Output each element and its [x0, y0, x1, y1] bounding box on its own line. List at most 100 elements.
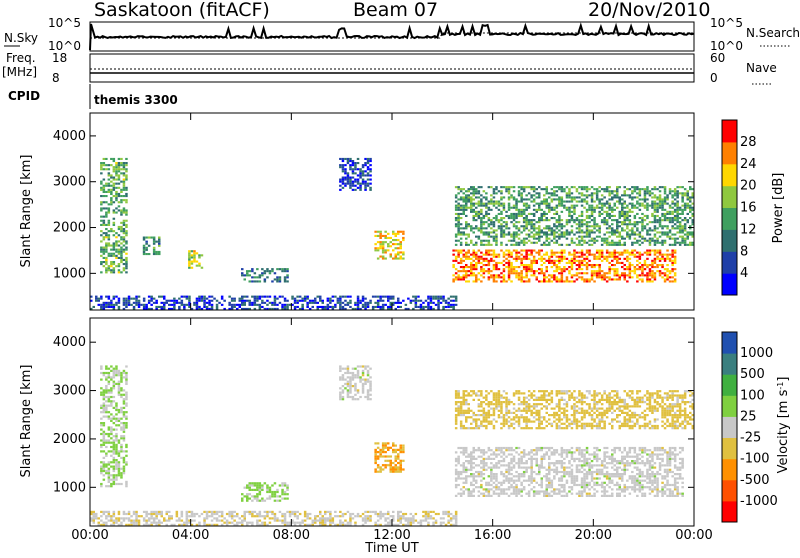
range-cell	[505, 469, 508, 471]
range-cell	[523, 225, 526, 227]
range-cell	[676, 203, 679, 205]
range-cell	[100, 387, 103, 389]
range-cell	[520, 462, 523, 464]
range-cell	[571, 280, 574, 282]
range-cell	[591, 213, 594, 215]
range-cell	[158, 245, 161, 247]
range-cell	[611, 219, 614, 221]
range-cell	[145, 247, 148, 249]
range-cell	[578, 484, 581, 486]
range-cell	[533, 262, 536, 264]
range-cell	[460, 276, 463, 278]
range-cell	[493, 201, 496, 203]
range-cell	[417, 296, 420, 298]
range-cell	[551, 484, 554, 486]
range-cell	[457, 227, 460, 229]
range-cell	[105, 409, 108, 411]
range-cell	[636, 482, 639, 484]
range-cell	[397, 466, 400, 468]
range-cell	[573, 234, 576, 236]
range-cell	[284, 276, 287, 278]
range-cell	[601, 240, 604, 242]
range-cell	[463, 477, 466, 479]
range-cell	[478, 490, 481, 492]
range-cell	[596, 460, 599, 462]
range-cell	[566, 207, 569, 209]
range-cell	[561, 211, 564, 213]
range-cell	[364, 183, 367, 185]
range-cell	[110, 181, 113, 183]
range-cell	[629, 274, 632, 276]
range-cell	[659, 490, 662, 492]
range-cell	[616, 268, 619, 270]
range-cell	[576, 475, 579, 477]
range-cell	[339, 164, 342, 166]
range-cell	[113, 446, 116, 448]
range-cell	[130, 298, 133, 300]
range-cell	[490, 467, 493, 469]
range-cell	[455, 278, 458, 280]
range-cell	[558, 488, 561, 490]
range-cell	[374, 449, 377, 451]
range-cell	[654, 278, 657, 280]
range-cell	[103, 372, 106, 374]
range-cell	[457, 217, 460, 219]
range-cell	[395, 460, 398, 462]
range-cell	[493, 490, 496, 492]
range-cell	[483, 217, 486, 219]
range-cell	[135, 298, 138, 300]
range-cell	[395, 233, 398, 235]
range-cell	[626, 207, 629, 209]
range-cell	[626, 453, 629, 455]
range-cell	[488, 449, 491, 451]
range-cell	[495, 236, 498, 238]
range-cell	[495, 240, 498, 242]
range-cell	[598, 264, 601, 266]
range-cell	[108, 450, 111, 452]
range-cell	[342, 179, 345, 181]
range-cell	[558, 490, 561, 492]
range-cell	[611, 495, 614, 497]
range-cell	[603, 451, 606, 453]
range-cell	[510, 194, 513, 196]
range-cell	[641, 229, 644, 231]
range-cell	[108, 411, 111, 413]
range-cell	[639, 254, 642, 256]
range-cell	[551, 480, 554, 482]
range-cell	[639, 217, 642, 219]
range-cell	[563, 188, 566, 190]
range-cell	[125, 179, 128, 181]
range-cell	[611, 196, 614, 198]
range-cell	[503, 490, 506, 492]
range-cell	[490, 274, 493, 276]
range-cell	[291, 296, 294, 298]
range-cell	[551, 188, 554, 190]
range-cell	[639, 244, 642, 246]
range-cell	[586, 221, 589, 223]
range-cell	[483, 276, 486, 278]
range-cell	[571, 473, 574, 475]
range-cell	[470, 473, 473, 475]
range-cell	[553, 234, 556, 236]
range-cell	[518, 194, 521, 196]
range-cell	[473, 449, 476, 451]
range-cell	[515, 203, 518, 205]
range-cell	[586, 242, 589, 244]
range-cell	[644, 495, 647, 497]
range-cell	[626, 488, 629, 490]
range-cell	[671, 252, 674, 254]
range-cell	[598, 484, 601, 486]
range-cell	[274, 272, 277, 274]
range-cell	[120, 226, 123, 228]
range-cell	[583, 258, 586, 260]
range-cell	[322, 300, 325, 302]
range-cell	[103, 457, 106, 459]
range-cell	[118, 389, 121, 391]
range-cell	[515, 244, 518, 246]
range-cell	[233, 298, 236, 300]
range-cell	[480, 217, 483, 219]
range-cell	[120, 201, 123, 203]
range-cell	[525, 225, 528, 227]
range-cell	[120, 409, 123, 411]
range-cell	[656, 203, 659, 205]
